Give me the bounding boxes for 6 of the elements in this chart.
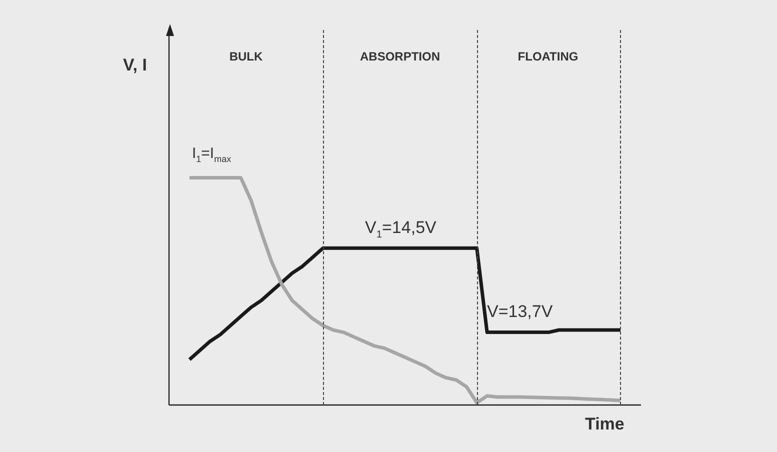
annotation: V=13,7V [487,302,554,321]
text: FLOATING [518,49,578,64]
text: BULK [229,49,263,64]
text: ABSORPTION [360,49,440,64]
text: V, I [123,56,147,75]
x-axis-title: Time [585,414,624,434]
